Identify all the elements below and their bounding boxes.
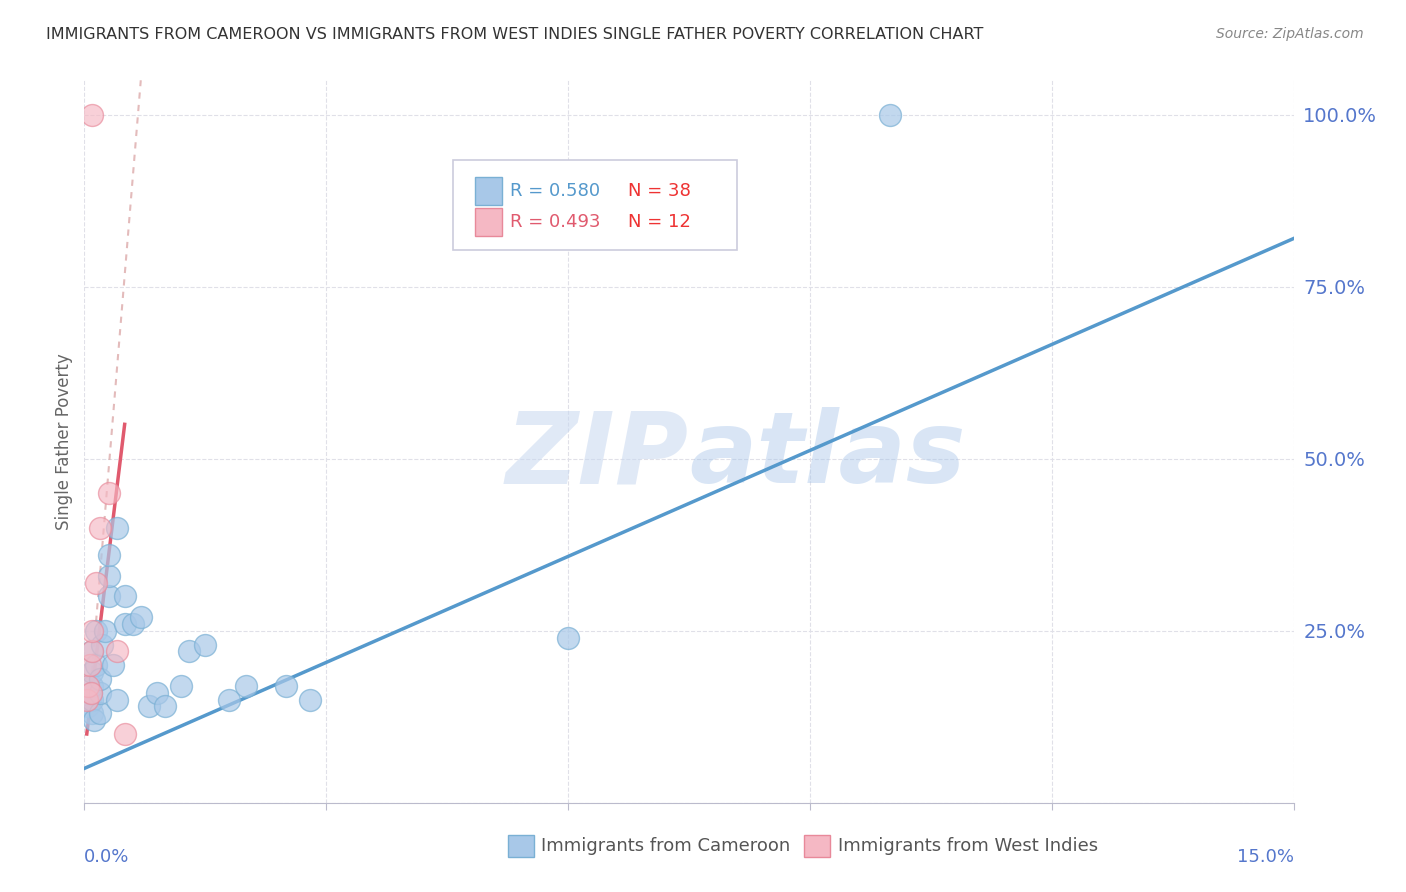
Point — [89, 520, 111, 534]
Point — [86, 624, 108, 638]
Point — [105, 692, 128, 706]
Point — [89, 672, 111, 686]
Point — [79, 658, 101, 673]
Point — [86, 658, 108, 673]
Point — [274, 679, 297, 693]
Point — [146, 686, 169, 700]
Point — [79, 692, 101, 706]
Point — [83, 713, 105, 727]
Point — [121, 616, 143, 631]
Point — [97, 548, 120, 562]
Text: Immigrants from West Indies: Immigrants from West Indies — [838, 838, 1098, 855]
Point — [179, 644, 201, 658]
Text: IMMIGRANTS FROM CAMEROON VS IMMIGRANTS FROM WEST INDIES SINGLE FATHER POVERTY CO: IMMIGRANTS FROM CAMEROON VS IMMIGRANTS F… — [46, 27, 984, 42]
Point — [76, 692, 98, 706]
Point — [114, 727, 136, 741]
Point — [105, 644, 128, 658]
Y-axis label: Single Father Poverty: Single Father Poverty — [55, 353, 73, 530]
Point — [91, 638, 114, 652]
Point — [129, 610, 152, 624]
Text: N = 12: N = 12 — [628, 213, 692, 231]
Point — [82, 665, 104, 679]
Point — [82, 692, 104, 706]
Point — [97, 486, 120, 500]
Point — [80, 686, 103, 700]
Text: R = 0.580: R = 0.580 — [510, 182, 600, 200]
Bar — [475, 178, 502, 204]
Bar — [475, 208, 502, 235]
Point — [218, 692, 240, 706]
Point — [93, 624, 115, 638]
Point — [80, 706, 103, 721]
Point — [89, 706, 111, 721]
Point — [879, 108, 901, 122]
Point — [80, 686, 103, 700]
Point — [77, 699, 100, 714]
Bar — [508, 835, 534, 857]
Text: N = 38: N = 38 — [628, 182, 692, 200]
Point — [97, 590, 120, 604]
Text: atlas: atlas — [689, 408, 966, 505]
Point — [101, 658, 124, 673]
Point — [235, 679, 257, 693]
Point — [557, 631, 579, 645]
Point — [114, 616, 136, 631]
Point — [114, 590, 136, 604]
Point — [82, 644, 104, 658]
Point — [170, 679, 193, 693]
Point — [194, 638, 217, 652]
Text: Source: ZipAtlas.com: Source: ZipAtlas.com — [1216, 27, 1364, 41]
Point — [97, 568, 120, 582]
Point — [82, 624, 104, 638]
Point — [77, 679, 100, 693]
Point — [82, 644, 104, 658]
Text: 0.0%: 0.0% — [84, 848, 129, 866]
Point — [86, 575, 108, 590]
Point — [153, 699, 176, 714]
Point — [299, 692, 322, 706]
Text: Immigrants from Cameroon: Immigrants from Cameroon — [541, 838, 790, 855]
FancyBboxPatch shape — [453, 160, 737, 250]
Text: 15.0%: 15.0% — [1236, 848, 1294, 866]
Point — [82, 108, 104, 122]
Bar — [804, 835, 831, 857]
Text: ZIP: ZIP — [506, 408, 689, 505]
Point — [82, 679, 104, 693]
Point — [89, 686, 111, 700]
Point — [138, 699, 160, 714]
Text: R = 0.493: R = 0.493 — [510, 213, 600, 231]
Point — [105, 520, 128, 534]
